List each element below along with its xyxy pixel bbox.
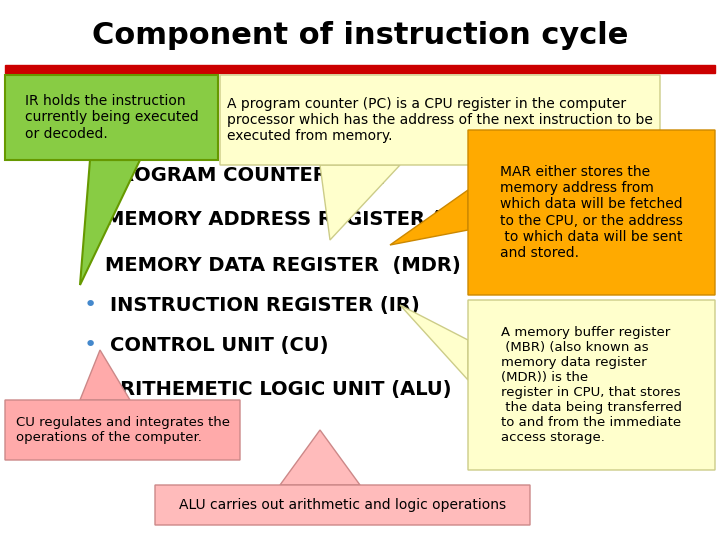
Text: INSTRUCTION REGISTER (IR): INSTRUCTION REGISTER (IR)	[110, 295, 420, 314]
Text: CONTROL UNIT (CU): CONTROL UNIT (CU)	[110, 335, 328, 354]
FancyBboxPatch shape	[5, 75, 218, 160]
Text: PROGRAM COUNTER  (PC): PROGRAM COUNTER (PC)	[105, 165, 387, 185]
Text: MAR either stores the
memory address from
which data will be fetched
to the CPU,: MAR either stores the memory address fro…	[500, 165, 683, 260]
FancyBboxPatch shape	[5, 400, 240, 460]
Bar	[5, 65, 715, 73]
Text: CU regulates and integrates the
operations of the computer.: CU regulates and integrates the operatio…	[16, 416, 230, 444]
FancyBboxPatch shape	[220, 75, 660, 165]
Text: Component of instruction cycle: Component of instruction cycle	[92, 21, 628, 50]
Polygon shape	[280, 430, 360, 485]
Polygon shape	[400, 305, 468, 380]
Text: A memory buffer register
 (MBR) (also known as
memory data register
(MDR)) is th: A memory buffer register (MBR) (also kno…	[501, 326, 682, 444]
Text: IR holds the instruction
currently being executed
or decoded.: IR holds the instruction currently being…	[24, 94, 199, 141]
Text: •: •	[84, 335, 96, 355]
Text: A program counter (PC) is a CPU register in the computer
processor which has the: A program counter (PC) is a CPU register…	[227, 97, 653, 143]
Polygon shape	[320, 165, 400, 240]
FancyBboxPatch shape	[155, 485, 530, 525]
Text: ALU carries out arithmetic and logic operations: ALU carries out arithmetic and logic ope…	[179, 498, 506, 512]
Polygon shape	[80, 350, 130, 400]
Text: MEMORY DATA REGISTER  (MDR): MEMORY DATA REGISTER (MDR)	[105, 255, 461, 274]
Polygon shape	[80, 160, 140, 285]
Text: MEMORY ADDRESS REGISTER (MAR): MEMORY ADDRESS REGISTER (MAR)	[105, 211, 499, 229]
Polygon shape	[390, 190, 468, 245]
FancyBboxPatch shape	[468, 130, 715, 295]
Text: •: •	[84, 295, 96, 315]
FancyBboxPatch shape	[468, 300, 715, 470]
Text: ARITHEMETIC LOGIC UNIT (ALU): ARITHEMETIC LOGIC UNIT (ALU)	[105, 381, 451, 400]
